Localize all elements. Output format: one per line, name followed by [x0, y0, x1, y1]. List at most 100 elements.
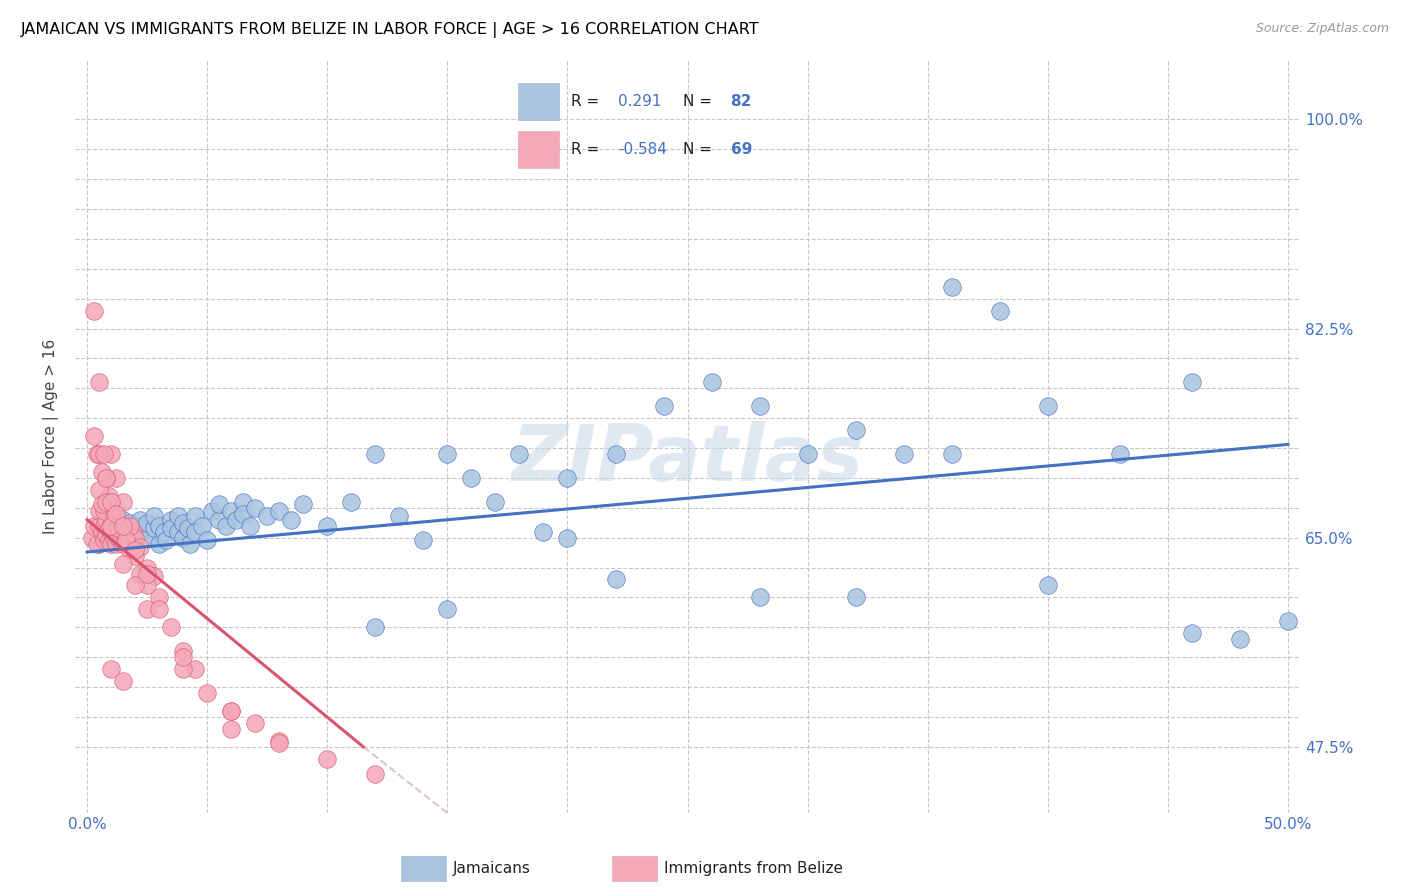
Point [107, 515, 129, 529]
Point [232, 507, 254, 521]
Point [112, 531, 135, 545]
Point [148, 602, 170, 616]
Point [219, 704, 242, 718]
Point [172, 662, 194, 676]
Point [93, 518, 115, 533]
Point [103, 531, 125, 545]
Point [191, 518, 214, 533]
Point [533, 524, 555, 539]
Point [124, 518, 146, 533]
Point [90, 465, 112, 479]
Point [605, 447, 627, 461]
Point [160, 521, 183, 535]
Point [796, 447, 818, 461]
Point [292, 497, 315, 511]
Point [136, 602, 159, 616]
Point [508, 447, 530, 461]
Text: Jamaicans: Jamaicans [453, 862, 530, 876]
Point [120, 528, 142, 542]
Point [107, 516, 129, 531]
Point [1181, 376, 1204, 390]
Point [436, 602, 458, 616]
Point [184, 524, 207, 539]
Point [748, 399, 770, 413]
Point [80, 531, 103, 545]
Point [87, 504, 110, 518]
Point [83, 518, 105, 533]
Point [988, 303, 1011, 318]
Point [136, 516, 159, 531]
Text: ZIPatlas: ZIPatlas [512, 421, 863, 497]
Point [110, 533, 132, 547]
Point [100, 524, 122, 539]
Point [1277, 615, 1299, 629]
Point [245, 715, 267, 730]
Text: JAMAICAN VS IMMIGRANTS FROM BELIZE IN LABOR FORCE | AGE > 16 CORRELATION CHART: JAMAICAN VS IMMIGRANTS FROM BELIZE IN LA… [21, 22, 759, 38]
Point [436, 447, 458, 461]
Point [136, 560, 159, 574]
Point [208, 497, 231, 511]
Point [100, 518, 122, 533]
Point [364, 767, 387, 781]
Point [201, 504, 224, 518]
Point [219, 704, 242, 718]
Point [87, 536, 110, 550]
Point [167, 509, 190, 524]
Point [120, 542, 142, 557]
Point [388, 509, 411, 524]
Point [184, 662, 207, 676]
Point [100, 662, 122, 676]
Point [129, 566, 152, 581]
Point [269, 734, 291, 748]
Text: 82: 82 [731, 94, 752, 109]
Point [100, 536, 122, 550]
Point [112, 536, 135, 550]
Point [700, 376, 723, 390]
Point [316, 518, 339, 533]
Point [100, 524, 122, 539]
Point [96, 528, 118, 542]
Text: 0.291: 0.291 [619, 94, 662, 109]
Point [1181, 626, 1204, 640]
Point [172, 516, 194, 531]
Point [100, 447, 122, 461]
Point [148, 518, 170, 533]
Point [114, 531, 136, 545]
Text: R =: R = [571, 94, 605, 109]
Point [605, 573, 627, 587]
Point [148, 536, 170, 550]
Point [104, 507, 127, 521]
FancyBboxPatch shape [517, 83, 560, 120]
Text: N =: N = [683, 142, 717, 157]
Point [136, 566, 159, 581]
Point [87, 447, 110, 461]
Text: -0.584: -0.584 [619, 142, 668, 157]
Point [484, 495, 506, 509]
Point [225, 513, 247, 527]
Point [83, 303, 105, 318]
Point [172, 650, 194, 665]
Point [195, 533, 218, 547]
Point [112, 495, 135, 509]
Point [143, 521, 166, 535]
Point [104, 536, 127, 550]
Point [100, 509, 122, 524]
Point [103, 516, 125, 531]
Point [1036, 399, 1059, 413]
Point [364, 620, 387, 634]
Point [86, 447, 108, 461]
Point [172, 644, 194, 658]
Y-axis label: In Labor Force | Age > 16: In Labor Force | Age > 16 [44, 338, 59, 533]
Point [153, 524, 176, 539]
Point [172, 531, 194, 545]
Point [148, 591, 170, 605]
Point [117, 533, 139, 547]
Point [215, 518, 238, 533]
Point [114, 533, 136, 547]
Point [460, 471, 482, 485]
Point [93, 447, 115, 461]
Point [195, 686, 218, 700]
Point [219, 504, 242, 518]
Point [232, 495, 254, 509]
Point [96, 471, 118, 485]
